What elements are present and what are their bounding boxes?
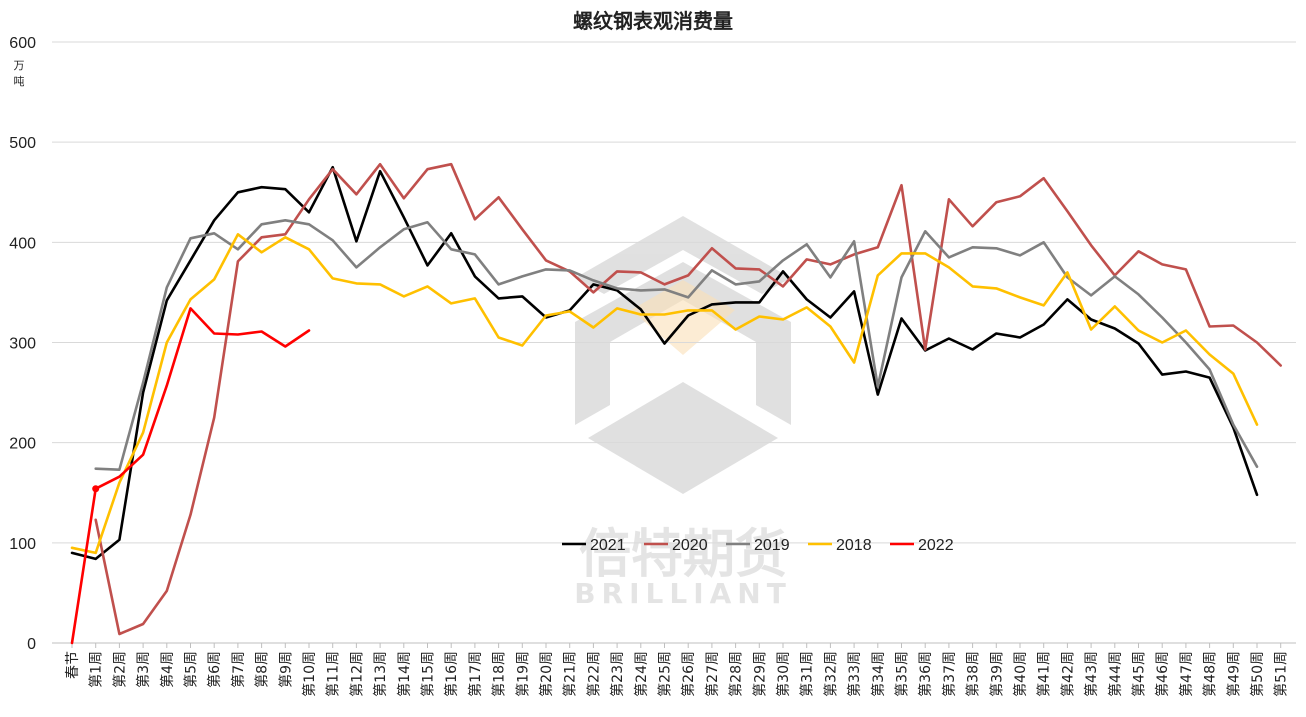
x-tick-label: 春节 — [65, 651, 81, 679]
x-tick-label: 第43周 — [1083, 651, 1100, 697]
watermark-brand-cn: 倍特期货 — [579, 525, 787, 585]
legend: 2021 2020 2019 2018 2022 — [562, 537, 954, 554]
x-tick-label: 第50周 — [1249, 651, 1266, 697]
x-tick-label: 第28周 — [728, 651, 745, 697]
x-tick-label: 第34周 — [870, 651, 887, 697]
x-tick-label: 第27周 — [704, 651, 721, 697]
y-tick-label: 400 — [9, 235, 36, 252]
x-tick-label: 第25周 — [657, 651, 674, 697]
x-tick-label: 第39周 — [988, 651, 1005, 697]
x-tick-label: 第19周 — [514, 651, 531, 697]
x-tick-label: 第51周 — [1273, 651, 1290, 697]
x-tick-label: 第42周 — [1059, 651, 1076, 697]
x-tick-label: 第7周 — [230, 651, 247, 688]
series-line-2022 — [70, 307, 311, 645]
chart-title: 螺纹钢表观消费量 — [573, 9, 733, 33]
y-unit-1: 万 — [14, 59, 25, 72]
x-tick-label: 第49周 — [1225, 651, 1242, 697]
x-tick-label: 第40周 — [1012, 651, 1029, 697]
x-tick-label: 第46周 — [1154, 651, 1171, 697]
y-tick-label: 500 — [9, 135, 36, 152]
x-tick-label: 第20周 — [538, 651, 555, 697]
x-tick-label: 第31周 — [799, 651, 816, 697]
x-tick-label: 第14周 — [396, 651, 413, 697]
x-tick-label: 第3周 — [135, 651, 152, 688]
x-tick-label: 第12周 — [348, 651, 365, 697]
series-marker-2022 — [92, 485, 100, 493]
x-tick-label: 第45周 — [1131, 651, 1148, 697]
legend-label-2020: 2020 — [672, 537, 708, 554]
x-tick-label: 第36周 — [917, 651, 934, 697]
x-tick-label: 第48周 — [1202, 651, 1219, 697]
y-tick-label: 600 — [9, 35, 36, 52]
x-tick-label: 第37周 — [941, 651, 958, 697]
x-tick-label: 第30周 — [775, 651, 792, 697]
x-tick-label: 第13周 — [372, 651, 389, 697]
series-lines — [70, 162, 1282, 645]
y-unit-2: 吨 — [14, 75, 25, 88]
watermark-logo-top — [575, 216, 791, 294]
y-tick-label: 300 — [9, 336, 36, 353]
x-tick-label: 第44周 — [1107, 651, 1124, 697]
x-tick-label: 第35周 — [894, 651, 911, 697]
legend-label-2018: 2018 — [836, 537, 872, 554]
legend-label-2021: 2021 — [590, 537, 626, 554]
x-tick-label: 第4周 — [159, 651, 176, 688]
x-tick-label: 第24周 — [633, 651, 650, 697]
x-tick-label: 第11周 — [325, 651, 342, 697]
x-tick-label: 第26周 — [680, 651, 697, 697]
legend-label-2019: 2019 — [754, 537, 790, 554]
x-tick-label: 第8周 — [254, 651, 271, 688]
y-tick-label: 100 — [9, 536, 36, 553]
series-line-2019 — [94, 219, 1259, 471]
y-tick-label: 200 — [9, 436, 36, 453]
x-tick-label: 第33周 — [846, 651, 863, 697]
watermark-logo-bottom — [588, 382, 778, 494]
y-tick-label: 0 — [27, 636, 36, 653]
x-tick-label: 第41周 — [1036, 651, 1053, 697]
legend-label-2022: 2022 — [918, 537, 954, 554]
x-tick-label: 第10周 — [301, 651, 318, 697]
x-tick-label: 第6周 — [206, 651, 223, 688]
x-tick-label: 第21周 — [562, 651, 579, 697]
x-tick-label: 第15周 — [420, 651, 437, 697]
x-tick-label: 第22周 — [585, 651, 602, 697]
watermark-logo-left — [575, 262, 683, 425]
watermark-brand-en: BRILLIANT — [574, 577, 792, 610]
x-tick-label: 第47周 — [1178, 651, 1195, 697]
series-line-2018 — [70, 233, 1259, 555]
watermark-logo-core — [631, 280, 735, 355]
x-tick-label: 第16周 — [443, 651, 460, 697]
x-tick-label: 第29周 — [751, 651, 768, 697]
x-tick-label: 第17周 — [467, 651, 484, 697]
x-tick-label: 第18周 — [491, 651, 508, 697]
x-tick-label: 第38周 — [965, 651, 982, 697]
watermark: 倍特期货 BRILLIANT — [574, 216, 792, 610]
series-line-2021 — [70, 165, 1259, 561]
gridlines — [52, 41, 1296, 644]
x-tick-label: 第5周 — [183, 651, 200, 688]
y-axis: 0 100 200 300 400 500 600 — [9, 35, 36, 653]
x-tick-label: 第1周 — [88, 651, 105, 688]
x-tick-label: 第23周 — [609, 651, 626, 697]
x-axis: 春节 第1周 第2周 第3周 第4周 第5周 第6周 第7周 第8周 第9周 第10周 第11周 第12… — [65, 643, 1290, 697]
watermark-logo-right — [683, 262, 791, 425]
x-tick-label: 第32周 — [822, 651, 839, 697]
x-tick-label: 第2周 — [111, 651, 128, 688]
x-tick-label: 第9周 — [277, 651, 294, 688]
